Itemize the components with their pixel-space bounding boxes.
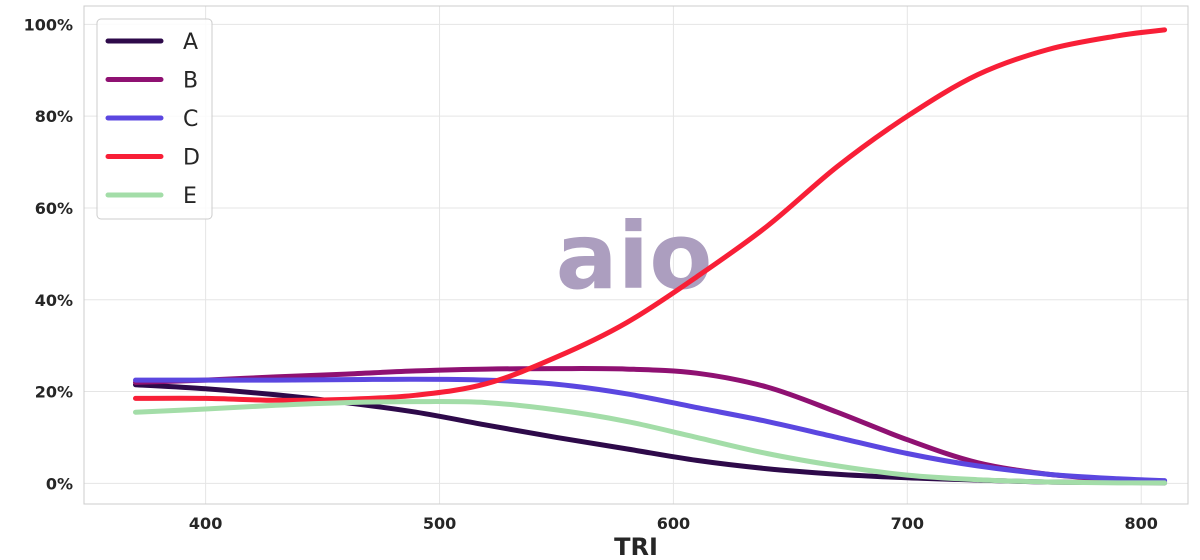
legend-label: B	[183, 69, 198, 94]
plot-frame	[83, 5, 1189, 505]
y-tick-label: 20%	[35, 383, 73, 402]
x-tick-label: 400	[189, 514, 222, 533]
x-tick-labels: 400 500 600 700 800	[189, 514, 1158, 533]
watermark-text: aio	[556, 203, 713, 310]
series-line-c	[133, 376, 1168, 484]
x-tick-label: 800	[1125, 514, 1158, 533]
y-tick-labels: 0% 20% 40% 60% 80% 100%	[24, 15, 73, 493]
legend-label: A	[183, 30, 198, 55]
series-line-d	[133, 27, 1168, 403]
y-tick-label: 60%	[35, 199, 73, 218]
x-tick-label: 600	[657, 514, 690, 533]
y-tick-label: 0%	[46, 474, 73, 493]
legend-label: C	[183, 107, 198, 132]
x-tick-label: 700	[891, 514, 924, 533]
x-tick-label: 500	[423, 514, 456, 533]
y-tick-label: 100%	[24, 15, 73, 34]
x-axis-title: TRI	[614, 533, 658, 560]
y-tick-label: 80%	[35, 107, 73, 126]
legend-label: E	[183, 184, 197, 209]
series-line-e	[133, 399, 1168, 486]
watermark-logo: aio	[556, 203, 713, 310]
y-tick-label: 40%	[35, 291, 73, 310]
series-lines	[133, 27, 1168, 486]
legend-label: D	[183, 146, 200, 171]
